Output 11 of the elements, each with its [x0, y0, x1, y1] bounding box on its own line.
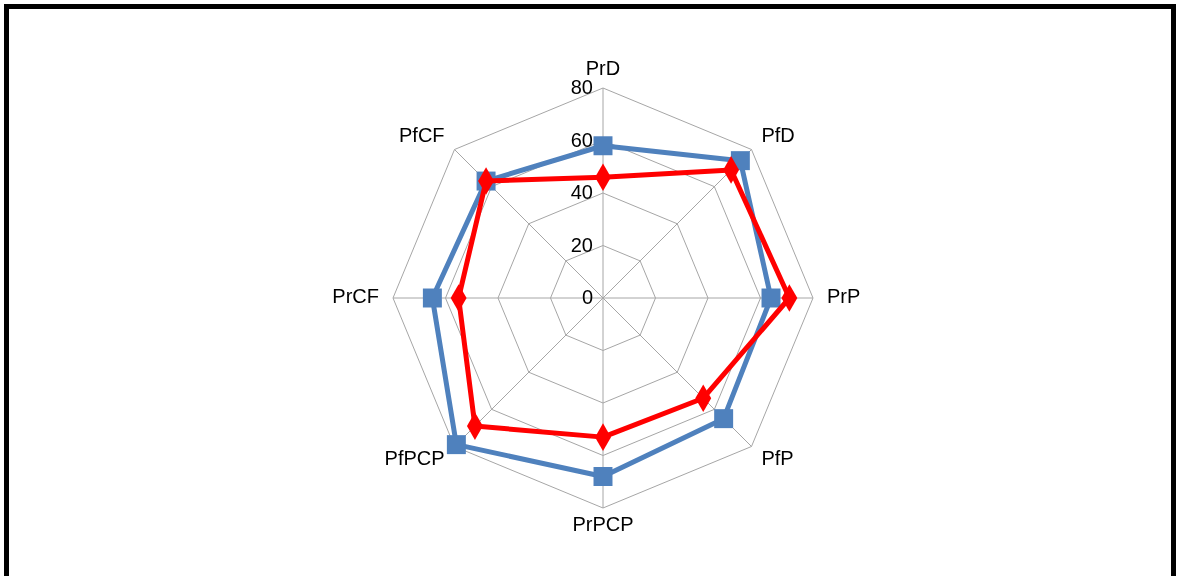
spoke-label: PfD	[761, 124, 795, 147]
spoke-label: PfCF	[399, 124, 445, 147]
spoke-label: PrCF	[332, 285, 379, 308]
y-tick-label: 60	[570, 128, 593, 151]
spoke-label: PfPCP	[384, 446, 445, 469]
spoke-label: PrP	[827, 285, 861, 308]
y-tick-label: 0	[581, 286, 593, 309]
spoke-label: PfP	[761, 446, 794, 469]
y-tick-label: 20	[570, 233, 593, 256]
y-tick-label: 40	[570, 181, 593, 204]
spoke-label: PrPCP	[572, 513, 634, 536]
